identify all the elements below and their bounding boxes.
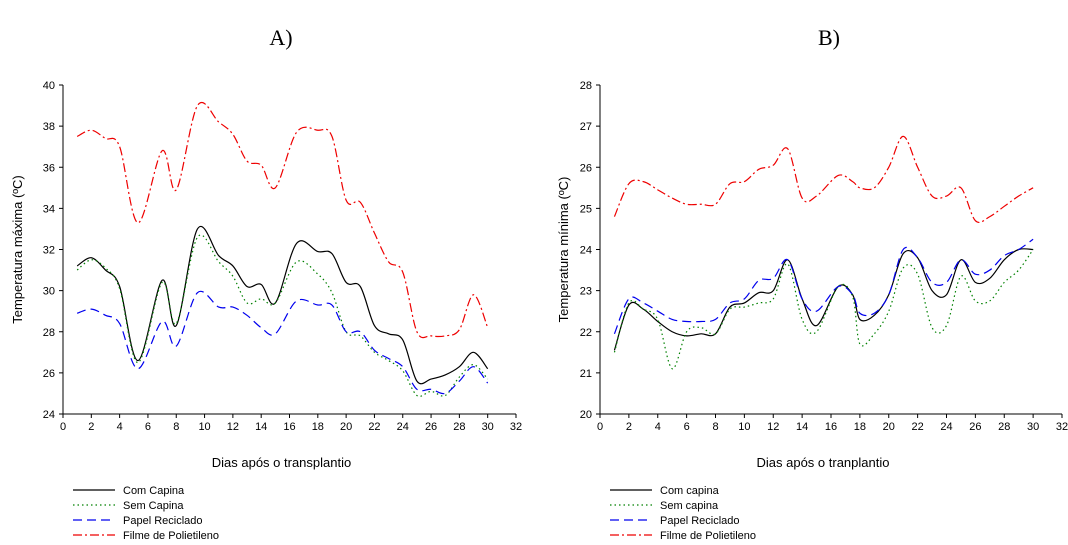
- x-tick-label: 28: [998, 421, 1010, 433]
- y-tick-label: 26: [43, 368, 55, 380]
- x-tick-label: 16: [825, 421, 837, 433]
- series-line-3: [613, 135, 1034, 224]
- legend: Com capina Sem capina Papel Reciclado Filme…: [610, 485, 756, 542]
- legend-label: Com Capina: [123, 485, 185, 497]
- y-tick-label: 24: [580, 245, 592, 257]
- x-tick-label: 4: [117, 421, 123, 433]
- y-tick-label: 32: [43, 245, 55, 257]
- x-tick-label: 22: [368, 421, 380, 433]
- legend: Com Capina Sem Capina Papel Reciclado Filme…: [73, 485, 219, 542]
- x-tick-label: 10: [198, 421, 210, 433]
- x-tick-label: 2: [88, 421, 94, 433]
- x-tick-label: 0: [60, 421, 66, 433]
- legend-label: Papel Reciclado: [123, 515, 203, 527]
- y-tick-label: 27: [580, 121, 592, 133]
- y-tick-label: 23: [580, 286, 592, 298]
- series-line-0: [613, 248, 1034, 351]
- x-tick-label: 30: [482, 421, 494, 433]
- legend-label: Filme de Polietileno: [123, 530, 219, 542]
- series-line-3: [76, 102, 489, 339]
- y-tick-label: 40: [43, 80, 55, 92]
- y-tick-label: 38: [43, 121, 55, 133]
- legend-label: Sem capina: [660, 500, 719, 512]
- x-tick-label: 0: [597, 421, 603, 433]
- x-tick-label: 30: [1027, 421, 1039, 433]
- y-tick-label: 26: [580, 162, 592, 174]
- legend-label: Papel Reciclado: [660, 515, 740, 527]
- x-tick-label: 18: [312, 421, 324, 433]
- x-tick-label: 6: [145, 421, 151, 433]
- series-line-0: [76, 225, 489, 385]
- x-tick-label: 6: [684, 421, 690, 433]
- x-axis-title: Dias após o tranplantio: [757, 455, 890, 470]
- x-tick-label: 8: [173, 421, 179, 433]
- x-tick-label: 32: [1056, 421, 1068, 433]
- y-tick-label: 20: [580, 409, 592, 421]
- x-tick-label: 8: [712, 421, 718, 433]
- series-line-2: [613, 238, 1034, 335]
- y-tick-label: 36: [43, 162, 55, 174]
- x-tick-label: 10: [738, 421, 750, 433]
- y-tick-label: 34: [43, 203, 55, 215]
- y-tick-label: 24: [43, 409, 55, 421]
- y-tick-label: 21: [580, 368, 592, 380]
- x-tick-label: 12: [227, 421, 239, 433]
- chart-panel-1: B)0 2 4 6 8 10 12 14 16 18 20 22 24 26 28 30 32202122232…: [556, 25, 1068, 542]
- x-tick-label: 16: [283, 421, 295, 433]
- y-axis-title: Temperatura mínima (ºC): [556, 177, 571, 323]
- y-tick-label: 22: [580, 327, 592, 339]
- x-tick-label: 4: [655, 421, 661, 433]
- x-tick-label: 26: [425, 421, 437, 433]
- x-tick-label: 2: [626, 421, 632, 433]
- x-tick-label: 28: [453, 421, 465, 433]
- y-axis-title: Temperatura máxima (ºC): [10, 175, 25, 324]
- x-tick-label: 20: [883, 421, 895, 433]
- x-tick-label: 26: [969, 421, 981, 433]
- y-tick-label: 25: [580, 203, 592, 215]
- x-tick-label: 32: [510, 421, 522, 433]
- legend-label: Filme de Polietileno: [660, 530, 756, 542]
- chart-panel-0: A)0 2 4 6 8 10 12 14 16 18 20 22 24 26 28 30 32242628303…: [10, 25, 522, 542]
- x-tick-label: 14: [796, 421, 808, 433]
- series-line-1: [76, 234, 489, 397]
- x-tick-label: 18: [854, 421, 866, 433]
- series-line-1: [613, 249, 1034, 370]
- x-tick-label: 24: [940, 421, 952, 433]
- y-tick-label: 28: [580, 80, 592, 92]
- legend-label: Com capina: [660, 485, 720, 497]
- x-tick-label: 20: [340, 421, 352, 433]
- y-tick-label: 28: [43, 327, 55, 339]
- x-tick-label: 22: [912, 421, 924, 433]
- x-axis-title: Dias após o transplantio: [212, 455, 351, 470]
- panel-label: A): [269, 25, 292, 50]
- series-line-2: [76, 290, 489, 395]
- y-tick-label: 30: [43, 286, 55, 298]
- panel-label: B): [818, 25, 840, 50]
- x-tick-label: 24: [397, 421, 409, 433]
- legend-label: Sem Capina: [123, 500, 184, 512]
- x-tick-label: 12: [767, 421, 779, 433]
- x-tick-label: 14: [255, 421, 267, 433]
